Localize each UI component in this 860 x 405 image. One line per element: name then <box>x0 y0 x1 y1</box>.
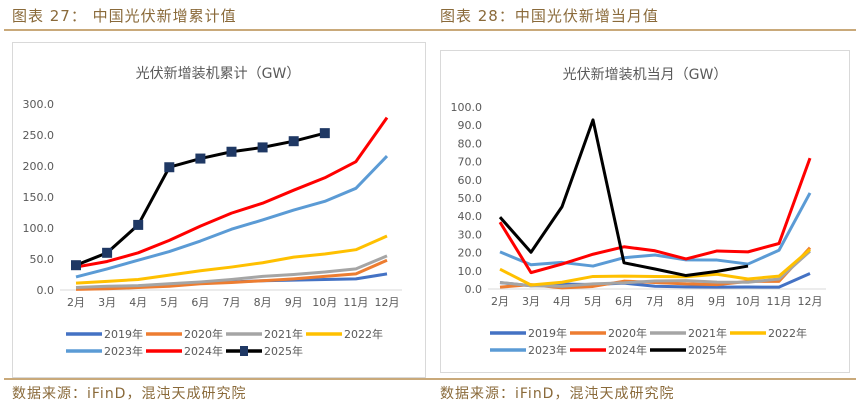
y-tick-label: 60.0 <box>458 174 483 187</box>
x-tick-label: 3月 <box>98 296 116 309</box>
y-tick-label: 70.0 <box>458 156 483 169</box>
series-marker <box>195 153 206 164</box>
x-tick-label: 7月 <box>646 295 664 308</box>
legend-label: 2025年 <box>688 343 727 357</box>
series-marker <box>71 260 81 271</box>
x-tick-label: 11月 <box>343 296 368 309</box>
series-line-2025年 <box>75 131 326 267</box>
series-marker <box>288 136 299 147</box>
chart-title: 光伏新增装机当月（GW） <box>563 67 728 83</box>
series-marker <box>164 162 175 173</box>
y-tick-label: 0.0 <box>465 283 483 296</box>
x-tick-label: 8月 <box>677 295 695 308</box>
legend-label: 2022年 <box>768 326 807 340</box>
x-tick-label: 2月 <box>67 296 85 309</box>
source-left: 数据来源：iFinD，混沌天成研究院 <box>12 386 247 402</box>
legend-label: 2019年 <box>104 327 143 341</box>
x-tick-label: 10月 <box>312 296 337 309</box>
y-tick-label: 50.0 <box>458 192 483 205</box>
legend-label: 2024年 <box>184 344 223 358</box>
figure-28-caption: 图表 28：中国光伏新增当月值 <box>440 7 659 25</box>
chart-title: 光伏新增装机累计（GW） <box>136 66 301 82</box>
right-chart-panel <box>440 50 850 373</box>
x-tick-label: 7月 <box>223 296 241 309</box>
source-right: 数据来源：iFinD，混沌天成研究院 <box>440 386 675 402</box>
legend-label: 2022年 <box>344 327 383 341</box>
left-chart-panel <box>12 42 426 378</box>
legend-label: 2021年 <box>688 326 727 340</box>
y-tick-label: 100.0 <box>23 222 55 235</box>
series-line-2024年 <box>75 116 389 269</box>
y-tick-label: 80.0 <box>458 137 483 150</box>
y-tick-label: 40.0 <box>458 210 483 223</box>
series-marker <box>257 142 268 153</box>
footer-rule <box>4 378 856 380</box>
x-tick-label: 2月 <box>491 295 509 308</box>
x-tick-label: 8月 <box>254 296 272 309</box>
legend-label: 2023年 <box>104 344 143 358</box>
x-tick-label: 4月 <box>553 295 571 308</box>
legend-label: 2019年 <box>528 326 567 340</box>
y-tick-label: 100.0 <box>451 101 483 114</box>
x-tick-label: 12月 <box>798 295 823 308</box>
legend-label: 2021年 <box>264 327 303 341</box>
x-tick-label: 6月 <box>615 295 633 308</box>
series-marker <box>226 146 237 157</box>
series-line-2020年 <box>75 258 388 291</box>
legend-label: 2023年 <box>528 343 567 357</box>
y-tick-label: 10.0 <box>458 265 483 278</box>
series-line-2022年 <box>499 248 811 287</box>
series-marker <box>102 247 113 258</box>
y-tick-label: 0.0 <box>37 284 55 297</box>
series-marker <box>133 219 144 230</box>
x-tick-label: 6月 <box>191 296 209 309</box>
y-tick-label: 300.0 <box>23 98 55 111</box>
x-tick-label: 4月 <box>129 296 147 309</box>
series-line-2024年 <box>498 157 812 275</box>
x-tick-label: 10月 <box>736 295 761 308</box>
x-tick-label: 9月 <box>708 295 726 308</box>
series-line-2021年 <box>499 250 812 288</box>
x-tick-label: 5月 <box>160 296 178 309</box>
legend-label: 2025年 <box>264 344 303 358</box>
series-line-2022年 <box>75 234 388 285</box>
y-tick-label: 150.0 <box>23 191 55 204</box>
y-tick-label: 20.0 <box>458 247 483 260</box>
x-tick-label: 12月 <box>375 296 400 309</box>
y-tick-label: 200.0 <box>23 160 55 173</box>
legend-marker <box>240 346 248 356</box>
y-tick-label: 250.0 <box>23 129 55 142</box>
y-tick-label: 50.0 <box>30 253 55 266</box>
series-line-2023年 <box>75 155 389 279</box>
legend-label: 2020年 <box>608 326 647 340</box>
x-tick-label: 5月 <box>584 295 602 308</box>
x-tick-label: 3月 <box>522 295 540 308</box>
y-tick-label: 30.0 <box>458 228 483 241</box>
y-tick-label: 90.0 <box>458 119 483 132</box>
legend-label: 2024年 <box>608 343 647 357</box>
series-marker <box>319 128 330 139</box>
series-line-2025年 <box>498 118 749 278</box>
x-tick-label: 11月 <box>767 295 792 308</box>
x-tick-label: 9月 <box>285 296 303 309</box>
series-line-2023年 <box>499 192 812 268</box>
header-rule <box>4 29 856 31</box>
series-line-2021年 <box>75 254 388 290</box>
figure-27-caption: 图表 27： 中国光伏新增累计值 <box>12 7 237 25</box>
legend-label: 2020年 <box>184 327 223 341</box>
